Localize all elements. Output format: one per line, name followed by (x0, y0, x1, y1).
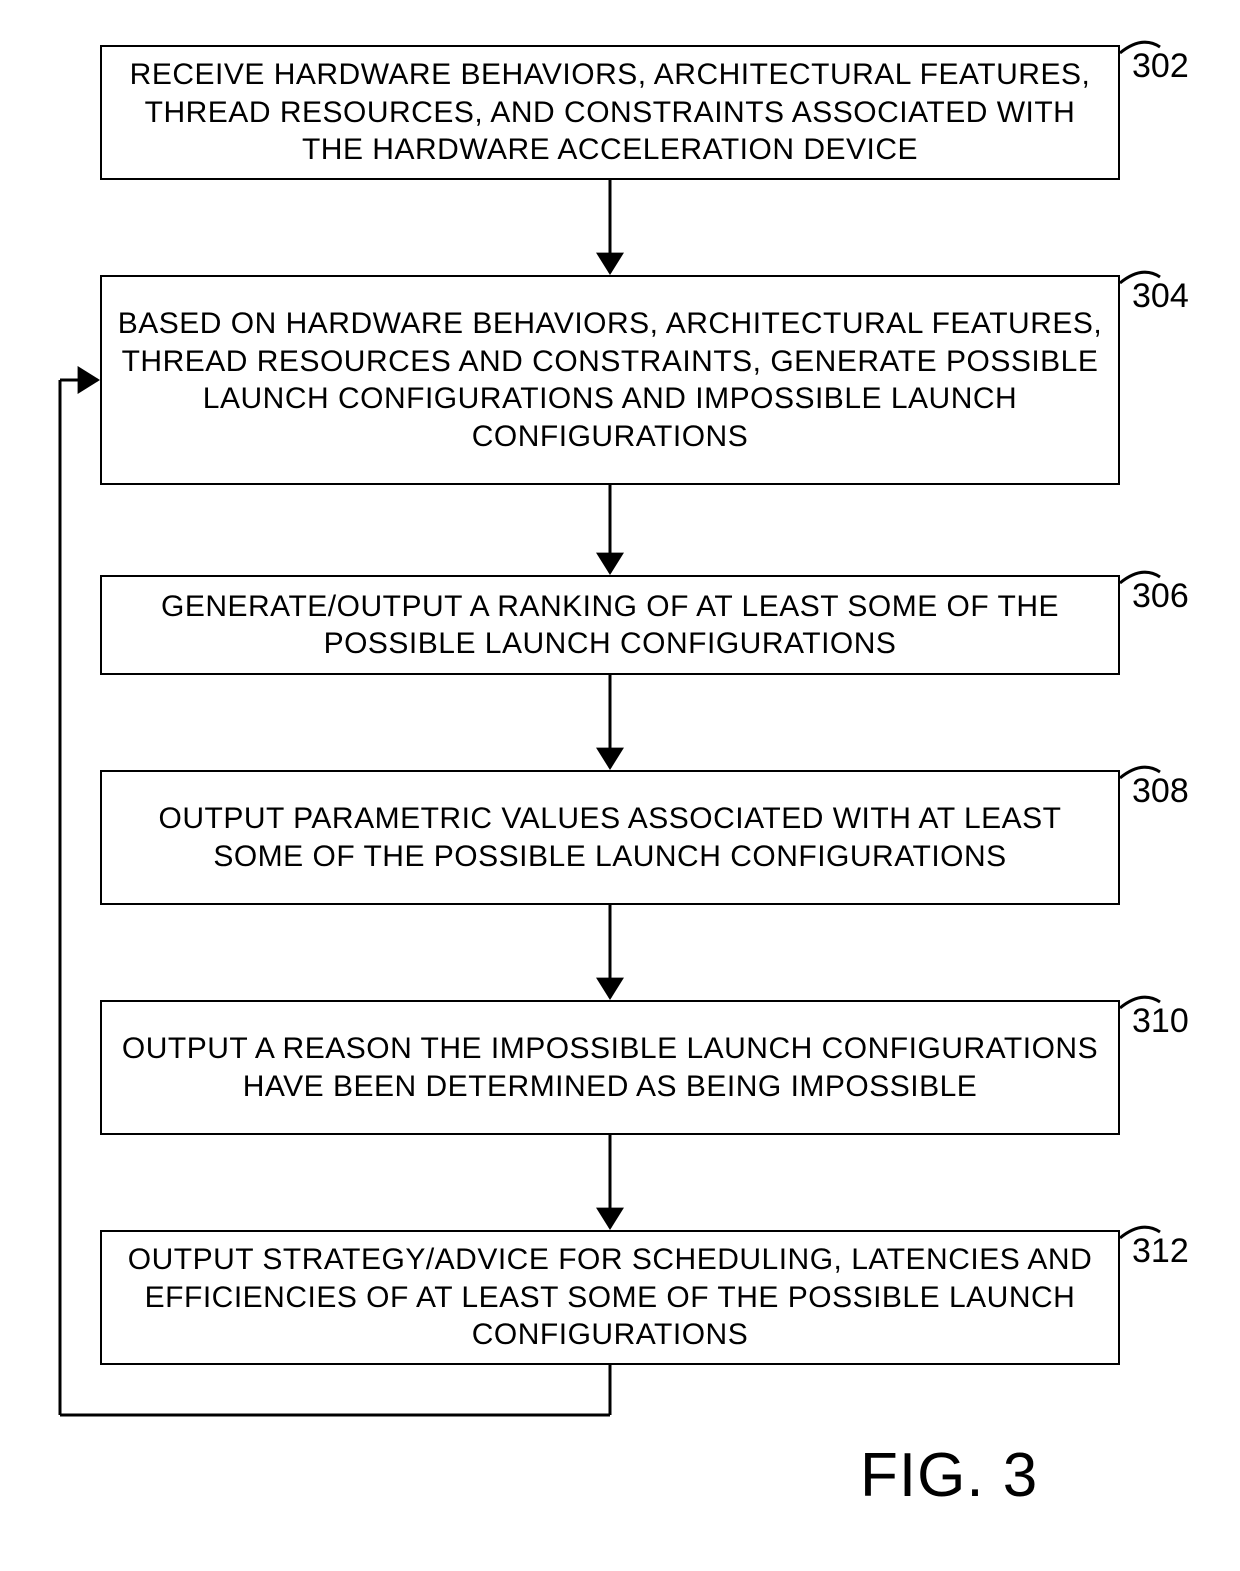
step-number-label: 308 (1132, 772, 1189, 811)
step-302: RECEIVE HARDWARE BEHAVIORS, ARCHITECTURA… (100, 45, 1120, 180)
box-text: RECEIVE HARDWARE BEHAVIORS, ARCHITECTURA… (116, 56, 1104, 169)
flowchart-canvas: FIG. 3 RECEIVE HARDWARE BEHAVIORS, ARCHI… (0, 0, 1240, 1571)
step-312: OUTPUT STRATEGY/ADVICE FOR SCHEDULING, L… (100, 1230, 1120, 1365)
box-text: GENERATE/OUTPUT A RANKING OF AT LEAST SO… (116, 588, 1104, 663)
step-number-label: 310 (1132, 1002, 1189, 1041)
box-text: OUTPUT A REASON THE IMPOSSIBLE LAUNCH CO… (116, 1030, 1104, 1105)
box-text: OUTPUT PARAMETRIC VALUES ASSOCIATED WITH… (116, 800, 1104, 875)
step-310: OUTPUT A REASON THE IMPOSSIBLE LAUNCH CO… (100, 1000, 1120, 1135)
box-text: OUTPUT STRATEGY/ADVICE FOR SCHEDULING, L… (116, 1241, 1104, 1354)
step-number-label: 304 (1132, 277, 1189, 316)
step-number-label: 302 (1132, 47, 1189, 86)
step-number-label: 312 (1132, 1232, 1189, 1271)
step-number-label: 306 (1132, 577, 1189, 616)
figure-label: FIG. 3 (860, 1440, 1038, 1511)
step-304: BASED ON HARDWARE BEHAVIORS, ARCHITECTUR… (100, 275, 1120, 485)
box-text: BASED ON HARDWARE BEHAVIORS, ARCHITECTUR… (116, 305, 1104, 455)
step-308: OUTPUT PARAMETRIC VALUES ASSOCIATED WITH… (100, 770, 1120, 905)
step-306: GENERATE/OUTPUT A RANKING OF AT LEAST SO… (100, 575, 1120, 675)
